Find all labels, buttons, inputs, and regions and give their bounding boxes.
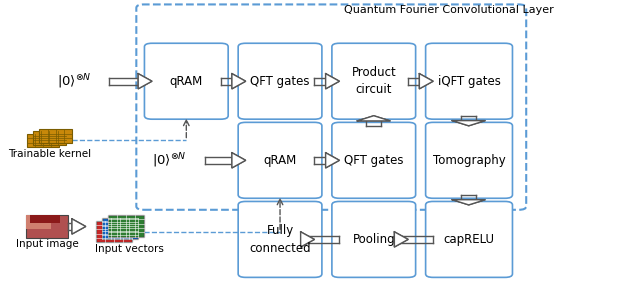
Polygon shape (326, 153, 339, 168)
Text: Pooling: Pooling (353, 233, 395, 246)
FancyBboxPatch shape (332, 201, 415, 277)
Text: QFT gates: QFT gates (250, 75, 310, 88)
Polygon shape (326, 74, 339, 89)
Polygon shape (452, 121, 485, 126)
FancyBboxPatch shape (426, 122, 513, 198)
Text: Quantum Fourier Convolutional Layer: Quantum Fourier Convolutional Layer (344, 5, 554, 15)
Polygon shape (452, 200, 485, 205)
Text: Product: Product (351, 66, 396, 79)
FancyBboxPatch shape (238, 43, 322, 119)
FancyBboxPatch shape (27, 134, 60, 147)
FancyBboxPatch shape (238, 201, 322, 277)
Text: Input image: Input image (15, 239, 78, 249)
Polygon shape (232, 74, 246, 89)
FancyBboxPatch shape (26, 215, 51, 229)
FancyBboxPatch shape (426, 43, 513, 119)
Text: qRAM: qRAM (170, 75, 203, 88)
Polygon shape (232, 153, 246, 168)
Text: circuit: circuit (355, 83, 392, 96)
FancyBboxPatch shape (40, 129, 72, 143)
Text: connected: connected (249, 242, 311, 255)
Polygon shape (394, 232, 408, 247)
FancyBboxPatch shape (332, 43, 415, 119)
Polygon shape (419, 74, 433, 89)
Text: Fully: Fully (266, 224, 294, 237)
FancyBboxPatch shape (145, 43, 228, 119)
FancyBboxPatch shape (26, 215, 68, 238)
Text: Trainable kernel: Trainable kernel (8, 149, 91, 159)
Text: Tomography: Tomography (433, 154, 506, 167)
FancyBboxPatch shape (33, 131, 66, 145)
FancyBboxPatch shape (102, 218, 138, 239)
Text: QFT gates: QFT gates (344, 154, 403, 167)
Polygon shape (72, 219, 86, 234)
FancyBboxPatch shape (426, 201, 513, 277)
Text: $|0\rangle^{\otimes N}$: $|0\rangle^{\otimes N}$ (152, 151, 187, 170)
FancyBboxPatch shape (238, 122, 322, 198)
FancyBboxPatch shape (30, 215, 60, 223)
FancyBboxPatch shape (332, 122, 415, 198)
Polygon shape (357, 116, 390, 121)
Text: $|0\rangle^{\otimes N}$: $|0\rangle^{\otimes N}$ (56, 72, 91, 90)
Text: Input vectors: Input vectors (95, 244, 164, 254)
Text: capRELU: capRELU (444, 233, 495, 246)
Text: qRAM: qRAM (264, 154, 297, 167)
Text: iQFT gates: iQFT gates (438, 75, 500, 88)
FancyBboxPatch shape (96, 221, 132, 242)
Polygon shape (138, 74, 152, 89)
FancyBboxPatch shape (108, 215, 145, 236)
Polygon shape (301, 232, 314, 247)
